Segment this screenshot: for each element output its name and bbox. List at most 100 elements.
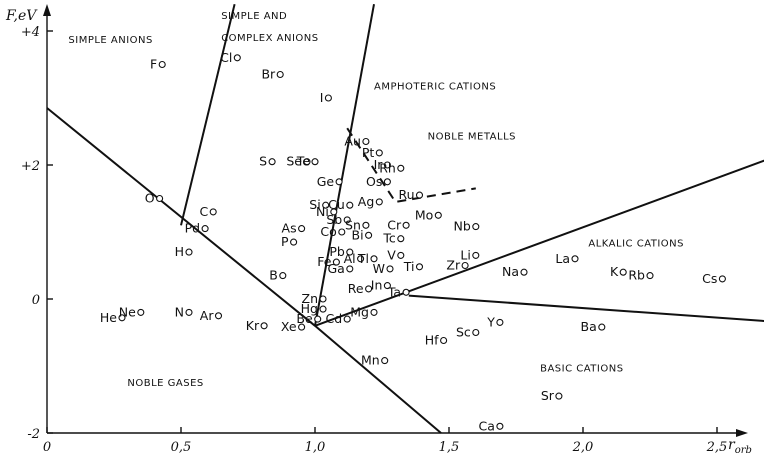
data-point-label: Mn xyxy=(361,353,380,368)
region-label: COMPLEX ANIONS xyxy=(221,33,318,44)
data-point-label: Zr xyxy=(446,258,461,273)
data-point xyxy=(332,258,340,266)
data-point xyxy=(397,251,405,259)
x-tick-label: 1,5 xyxy=(439,440,460,455)
data-point-label: Mo xyxy=(415,207,433,222)
data-point-label: Si xyxy=(309,197,320,212)
data-point-label: Os xyxy=(366,174,382,189)
data-point-label: Cl xyxy=(220,50,232,65)
data-point xyxy=(472,328,480,337)
data-point-label: Se xyxy=(286,154,302,169)
data-point-label: Pb xyxy=(329,244,345,259)
data-point-label: Ni xyxy=(316,204,329,219)
x-axis-title: rorb xyxy=(728,437,752,456)
data-point xyxy=(365,231,373,239)
data-point-label: Hg xyxy=(301,301,318,316)
data-point-label: B xyxy=(269,268,278,283)
region-label: NOBLE METALLS xyxy=(428,132,516,143)
data-point-label: Rb xyxy=(628,268,645,283)
data-point xyxy=(268,158,276,166)
data-point xyxy=(598,323,606,331)
data-point-label: Cr xyxy=(387,217,402,232)
data-point-label: K xyxy=(610,264,619,279)
data-point xyxy=(324,94,332,102)
data-point-label: Na xyxy=(502,264,519,279)
data-point-label: Au xyxy=(344,134,360,149)
data-point xyxy=(156,194,164,203)
data-point-label: In xyxy=(371,278,383,293)
data-point xyxy=(233,54,241,62)
data-point xyxy=(440,336,448,345)
boundary-line-4 xyxy=(314,159,764,327)
data-point-label: Cu xyxy=(328,197,345,212)
data-point xyxy=(314,315,322,323)
data-point-label: Ar xyxy=(200,308,215,323)
data-point xyxy=(346,201,354,209)
y-tick-label: +2 xyxy=(21,159,40,174)
x-axis-title-main: r xyxy=(728,437,736,453)
data-point-label: Ag xyxy=(358,194,375,209)
data-point xyxy=(346,248,354,256)
data-point xyxy=(415,263,424,271)
data-point-label: Sb xyxy=(326,212,342,227)
data-point-label: Ba xyxy=(581,319,597,334)
data-point xyxy=(185,308,193,316)
data-point-label: Tl xyxy=(357,251,369,266)
data-point-label: Tc xyxy=(382,231,396,246)
data-point xyxy=(343,216,351,224)
data-point xyxy=(319,295,327,303)
data-point-label: Sn xyxy=(345,217,361,232)
axes xyxy=(43,4,748,437)
data-point xyxy=(520,268,528,276)
data-point xyxy=(383,282,391,290)
data-point xyxy=(472,223,480,231)
x-ticks: 0 0,5 1,0 1,5 2,0 2,5 xyxy=(43,427,727,455)
data-point xyxy=(343,315,351,323)
data-point-label: P xyxy=(281,234,289,249)
data-point xyxy=(496,318,504,326)
region-label: AMPHOTERIC CATIONS xyxy=(374,81,496,92)
data-point-label: Xe xyxy=(281,319,297,334)
data-point-label: Ti xyxy=(403,259,415,274)
data-point xyxy=(718,275,726,283)
data-point xyxy=(386,265,394,273)
data-point-label: Sr xyxy=(541,388,555,403)
data-point xyxy=(311,158,319,166)
data-point-label: W xyxy=(373,261,385,276)
data-point-label: I xyxy=(320,90,324,105)
y-axis-title: F,eV xyxy=(5,8,38,24)
data-point-label: Ru xyxy=(398,187,414,202)
data-point xyxy=(158,60,166,69)
data-point-label: Br xyxy=(261,67,276,82)
y-tick-label: 0 xyxy=(32,293,40,308)
region-label: ALKALIC CATIONS xyxy=(588,239,684,250)
y-tick-label: -2 xyxy=(27,427,40,442)
data-point xyxy=(209,208,217,216)
x-tick-label: 2,5 xyxy=(706,440,728,455)
data-point xyxy=(118,314,126,322)
data-point xyxy=(319,305,327,313)
data-point xyxy=(555,392,563,400)
data-point xyxy=(370,308,378,316)
data-point-label: N xyxy=(175,304,184,319)
data-point-label: O xyxy=(145,191,155,206)
data-point-label: Ga xyxy=(327,261,344,276)
data-point-label: He xyxy=(100,310,117,325)
data-point-label: As xyxy=(282,221,297,236)
data-point-label: Cs xyxy=(702,271,717,286)
data-point-label: Nb xyxy=(454,219,471,234)
data-point-label: Bi xyxy=(352,227,364,242)
data-point xyxy=(365,285,373,293)
data-point xyxy=(185,248,193,256)
data-point-label: Sc xyxy=(456,325,471,340)
data-point-label: Mg xyxy=(350,304,369,319)
data-point xyxy=(214,312,223,320)
data-point xyxy=(362,221,370,229)
data-point xyxy=(357,255,365,263)
region-label: NOBLE GASES xyxy=(127,378,203,389)
data-point-label: Y xyxy=(486,314,495,329)
x-tick-label: 0 xyxy=(43,440,51,455)
data-point xyxy=(290,238,298,246)
data-point xyxy=(402,288,410,296)
data-point xyxy=(260,322,268,330)
